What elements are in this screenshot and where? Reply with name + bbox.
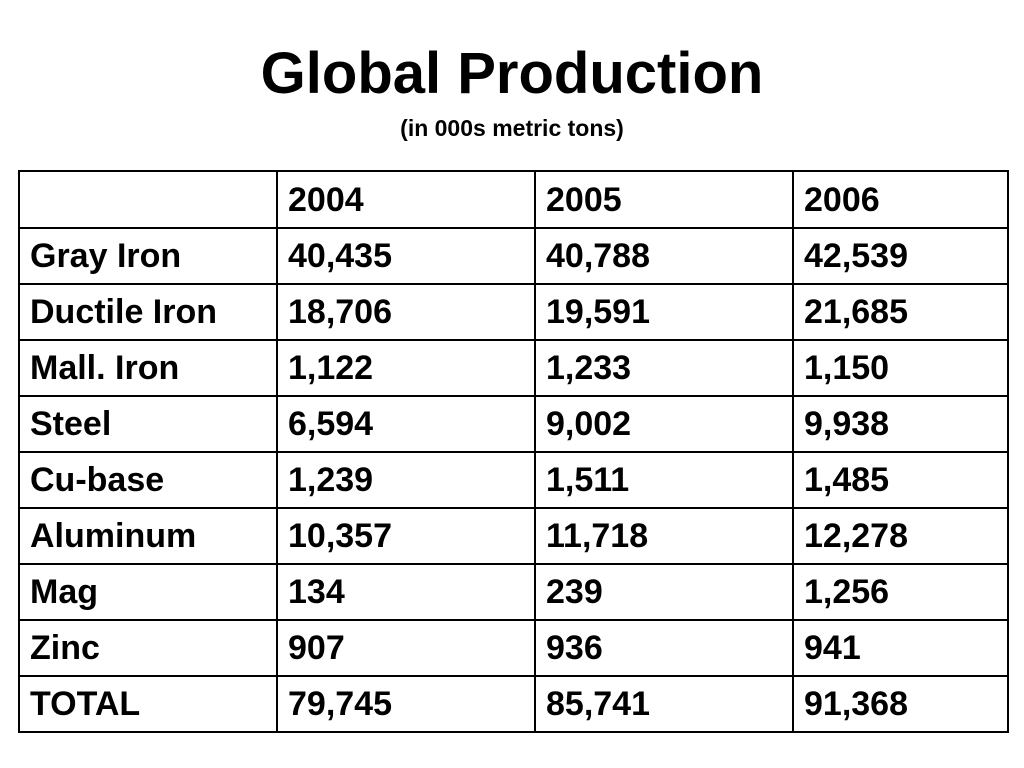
column-header: 2004 [276, 170, 536, 229]
subtitle: (in 000s metric tons) [400, 115, 624, 141]
cell: 1,485 [792, 451, 1009, 509]
row-label: Zinc [18, 619, 278, 677]
table-row: Steel 6,594 9,002 9,938 [18, 395, 1009, 453]
cell: 40,788 [534, 227, 794, 285]
cell: 40,435 [276, 227, 536, 285]
table-row: TOTAL 79,745 85,741 91,368 [18, 675, 1009, 733]
cell: 11,718 [534, 507, 794, 565]
table-row: Gray Iron 40,435 40,788 42,539 [18, 227, 1009, 285]
cell: 1,239 [276, 451, 536, 509]
title: Global Production [260, 41, 764, 106]
production-table: 2004 2005 2006 Gray Iron 40,435 40,788 42,539 D… [18, 170, 1009, 733]
row-label: Aluminum [18, 507, 278, 565]
row-label: Steel [18, 395, 278, 453]
cell: 907 [276, 619, 536, 677]
cell: 18,706 [276, 283, 536, 341]
cell: 1,122 [276, 339, 536, 397]
corner-cell [18, 170, 278, 229]
cell: 85,741 [534, 675, 794, 733]
cell: 79,745 [276, 675, 536, 733]
table-row: Zinc 907 936 941 [18, 619, 1009, 677]
row-label: Gray Iron [18, 227, 278, 285]
table-row: Ductile Iron 18,706 19,591 21,685 [18, 283, 1009, 341]
cell: 91,368 [792, 675, 1009, 733]
cell: 134 [276, 563, 536, 621]
row-label: Ductile Iron [18, 283, 278, 341]
row-label: Cu-base [18, 451, 278, 509]
cell: 9,002 [534, 395, 794, 453]
cell: 239 [534, 563, 794, 621]
row-label: Mag [18, 563, 278, 621]
table-row: Aluminum 10,357 11,718 12,278 [18, 507, 1009, 565]
cell: 19,591 [534, 283, 794, 341]
table-row: Cu-base 1,239 1,511 1,485 [18, 451, 1009, 509]
cell: 9,938 [792, 395, 1009, 453]
cell: 936 [534, 619, 794, 677]
table-row: Mag 134 239 1,256 [18, 563, 1009, 621]
cell: 1,256 [792, 563, 1009, 621]
row-label: Mall. Iron [18, 339, 278, 397]
cell: 1,233 [534, 339, 794, 397]
column-header: 2005 [534, 170, 794, 229]
cell: 12,278 [792, 507, 1009, 565]
cell: 1,150 [792, 339, 1009, 397]
header-row: 2004 2005 2006 [18, 170, 1009, 229]
cell: 6,594 [276, 395, 536, 453]
cell: 941 [792, 619, 1009, 677]
row-label: TOTAL [18, 675, 278, 733]
column-header: 2006 [792, 170, 1009, 229]
cell: 10,357 [276, 507, 536, 565]
cell: 1,511 [534, 451, 794, 509]
cell: 21,685 [792, 283, 1009, 341]
table-row: Mall. Iron 1,122 1,233 1,150 [18, 339, 1009, 397]
cell: 42,539 [792, 227, 1009, 285]
